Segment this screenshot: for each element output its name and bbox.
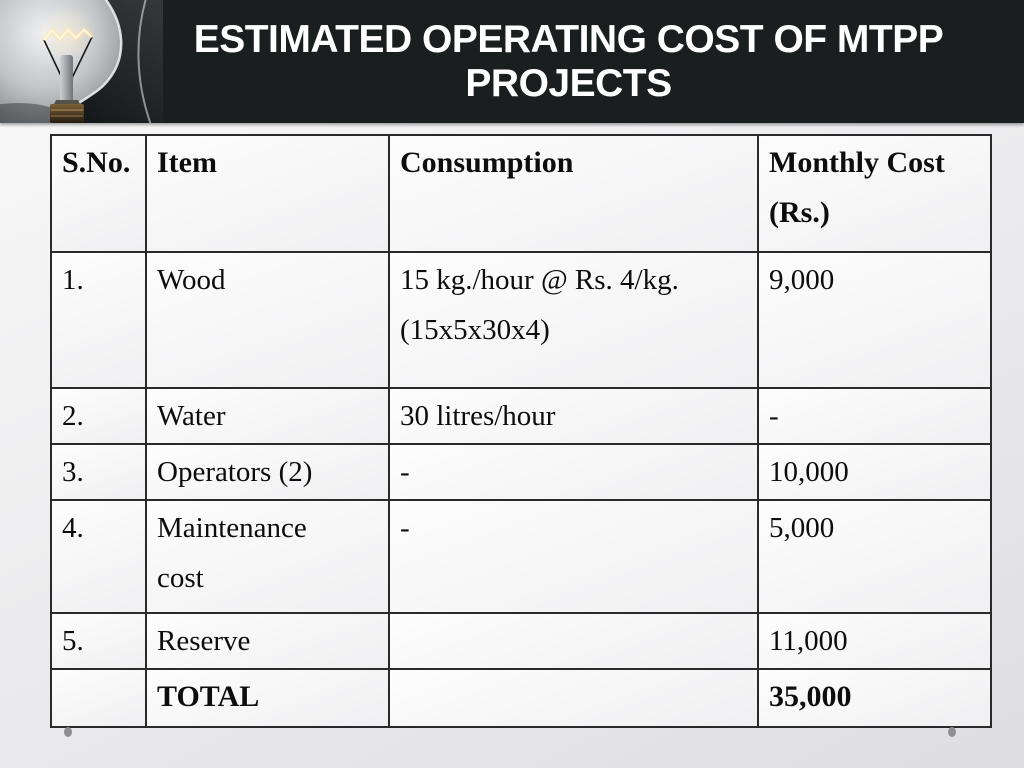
table-cell-consumption: 30 litres/hour: [388, 387, 759, 445]
table-cell-item: Wood: [145, 251, 390, 389]
table-cell-total-cost: 35,000: [757, 668, 992, 728]
table-cell-sno: 4.: [50, 499, 147, 614]
footer-dot-left: [64, 727, 72, 737]
table-row-water: 2. Water 30 litres/hour -: [50, 387, 992, 445]
table-cell-cost: 9,000: [757, 251, 992, 389]
title-bar: ESTIMATED OPERATING COST OF MTPP PROJECT…: [0, 0, 1024, 123]
table-cell-consumption: -: [388, 499, 759, 614]
footer-dot-right: [948, 727, 956, 737]
table-row-maintenance: 4. Maintenance cost - 5,000: [50, 499, 992, 614]
table-cell-item: Water: [145, 387, 390, 445]
table-cell-item: Operators (2): [145, 443, 390, 501]
operating-cost-table: S.No. Item Consumption Monthly Cost (Rs.…: [50, 134, 992, 728]
slide-title-line-1: ESTIMATED OPERATING COST OF MTPP: [193, 17, 944, 61]
table-cell-consumption: [388, 612, 759, 670]
table-cell-sno: 3.: [50, 443, 147, 501]
light-bulb-icon: [0, 0, 163, 123]
table-row-total: TOTAL 35,000: [50, 668, 992, 728]
slide-title-line-2: PROJECTS: [465, 61, 672, 105]
table-cell-cost: -: [757, 387, 992, 445]
table-row-wood: 1. Wood 15 kg./hour @ Rs. 4/kg. (15x5x30…: [50, 251, 992, 389]
column-header-sno: S.No.: [50, 134, 147, 253]
table-cell-consumption: 15 kg./hour @ Rs. 4/kg. (15x5x30x4): [388, 251, 759, 389]
column-header-item: Item: [145, 134, 390, 253]
table-cell-sno: 5.: [50, 612, 147, 670]
table-cell-item: Reserve: [145, 612, 390, 670]
table-cell-sno: 1.: [50, 251, 147, 389]
table-cell-cost: 5,000: [757, 499, 992, 614]
table-cell-sno: [50, 668, 147, 728]
column-header-consumption: Consumption: [388, 134, 759, 253]
table-cell-cost: 10,000: [757, 443, 992, 501]
column-header-monthly-cost: Monthly Cost (Rs.): [757, 134, 992, 253]
table-cell-cost: 11,000: [757, 612, 992, 670]
light-bulb-image: [0, 0, 163, 123]
table-cell-consumption: [388, 668, 759, 728]
table-cell-total-label: TOTAL: [145, 668, 390, 728]
slide-title: ESTIMATED OPERATING COST OF MTPP PROJECT…: [163, 0, 974, 123]
table-row-operators: 3. Operators (2) - 10,000: [50, 443, 992, 501]
table-cell-item: Maintenance cost: [145, 499, 390, 614]
table-header-row: S.No. Item Consumption Monthly Cost (Rs.…: [50, 134, 992, 253]
table-cell-sno: 2.: [50, 387, 147, 445]
table-cell-consumption: -: [388, 443, 759, 501]
table-row-reserve: 5. Reserve 11,000: [50, 612, 992, 670]
